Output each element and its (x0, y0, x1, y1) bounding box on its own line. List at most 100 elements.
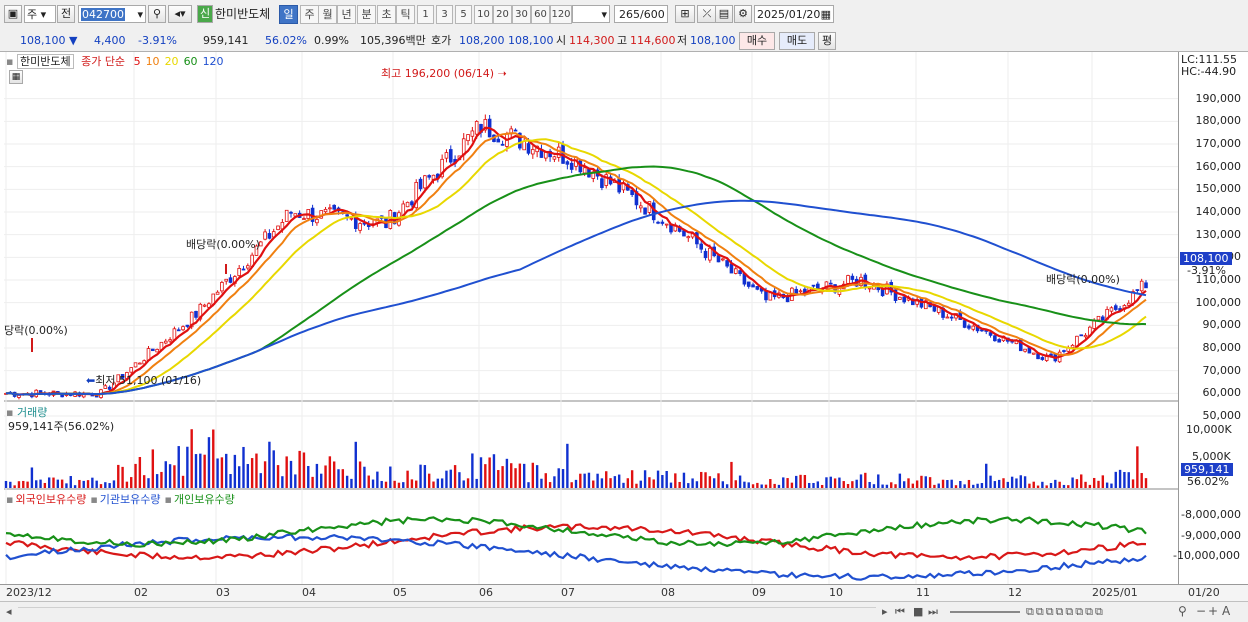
chart-area[interactable]: ▪ 한미반도체 종가 단순 5 10 20 60 120 ▦ 최고 196,200 (0… (4, 52, 1178, 584)
period-tab-1[interactable]: 일 (279, 5, 298, 24)
volume-bar (825, 477, 828, 488)
interval-tab-60[interactable]: 60 (531, 5, 550, 24)
code-input[interactable]: 042700 ▾ (78, 5, 146, 23)
candle (276, 225, 280, 231)
ma-label-60[interactable]: 60 (183, 55, 198, 68)
prev-button[interactable]: 전 (57, 5, 75, 23)
volume-bar (613, 476, 617, 488)
interval-dropdown[interactable]: ▾ (572, 5, 610, 23)
candle (116, 374, 121, 383)
compare-icon[interactable]: ⤫ (697, 5, 717, 23)
holdings-legend-2[interactable]: 기관보유수량 (99, 493, 161, 506)
chart-canvas[interactable] (4, 52, 1178, 584)
volume-bar (440, 478, 444, 488)
volume-bar (233, 454, 237, 488)
layout-icon[interactable]: ▣ (4, 5, 22, 23)
speaker-icon[interactable]: ◂▾ (168, 5, 192, 23)
zoom-icon[interactable]: ⚲ (1178, 604, 1187, 618)
period-tab-3[interactable]: 월 (318, 5, 337, 24)
interval-tab-3[interactable]: 3 (436, 5, 453, 24)
volume-bar (47, 477, 51, 488)
candle (258, 241, 263, 247)
volume-bar (1092, 477, 1096, 488)
volume-bar (112, 480, 116, 488)
interval-tab-120[interactable]: 120 (550, 5, 572, 24)
candle (552, 156, 557, 160)
gear-icon[interactable]: ⚙ (734, 5, 752, 23)
candle (466, 134, 470, 142)
buy-button[interactable]: 매수 (739, 32, 775, 50)
volume-bar (993, 481, 997, 488)
volume-info: 959,141주(56.02%) (8, 420, 115, 433)
volume-bar (393, 480, 396, 488)
period-tab-5[interactable]: 분 (357, 5, 376, 24)
interval-tab-1[interactable]: 1 (417, 5, 434, 24)
candle (1070, 344, 1075, 348)
table-icon[interactable]: ▦ (9, 70, 23, 84)
first-icon[interactable]: ⏮ (895, 605, 905, 618)
count-field[interactable]: 265/600 (614, 5, 668, 23)
search-icon[interactable]: ⚲ (148, 5, 166, 23)
scroll-left-icon[interactable]: ◂ (6, 605, 12, 618)
holdings-legend-1[interactable]: 외국인보유수량 (15, 493, 87, 506)
volume-bar (125, 481, 129, 488)
candle (798, 290, 803, 293)
volume-bar (380, 480, 383, 488)
candle (850, 275, 855, 280)
volume-bar (1006, 481, 1010, 488)
bottom-scrollbar[interactable]: ◂ ▸ ⏮ ■ ⏭ ⧉⧉⧉⧉⧉⧉⧉⧉ ⚲ − + A (0, 601, 1248, 622)
interval-tab-20[interactable]: 20 (493, 5, 512, 24)
zoom-in-icon[interactable]: + (1208, 604, 1219, 618)
ma-label-20[interactable]: 20 (164, 55, 179, 68)
ma-label-10[interactable]: 10 (145, 55, 160, 68)
candle (898, 296, 902, 300)
volume-bar (661, 475, 664, 488)
candle (284, 209, 289, 222)
interval-tab-10[interactable]: 10 (474, 5, 493, 24)
sell-button[interactable]: 매도 (779, 32, 815, 50)
zoom-slider[interactable] (950, 611, 1020, 613)
ma-label-120[interactable]: 120 (202, 55, 224, 68)
volume-bar (1140, 473, 1143, 488)
volume-bar (281, 476, 284, 488)
fit-icon[interactable]: ⊞ (675, 5, 695, 23)
period-tab-2[interactable]: 주 (300, 5, 319, 24)
candle (971, 325, 976, 330)
date-field[interactable]: 2025/01/20 ▦ (754, 5, 834, 23)
font-size-icon[interactable]: A (1222, 604, 1231, 618)
calendar-icon[interactable]: ▦ (820, 8, 831, 21)
last-icon[interactable]: ⏭ (928, 605, 938, 618)
market-select[interactable]: 주 ▾ (24, 5, 56, 23)
candle (237, 268, 241, 276)
current-price-tag: 108,100 (1180, 252, 1232, 265)
volume-bar (920, 475, 923, 488)
candle (746, 281, 751, 287)
eval-button[interactable]: 평 (818, 32, 836, 50)
candle (151, 348, 155, 352)
period-tab-6[interactable]: 초 (377, 5, 396, 24)
volume-bar (1110, 483, 1113, 488)
zoom-out-icon[interactable]: − (1196, 604, 1207, 618)
interval-tab-5[interactable]: 5 (455, 5, 472, 24)
interval-tab-30[interactable]: 30 (512, 5, 531, 24)
open-label: 시 (556, 34, 567, 47)
turnover-pct: 0.99% (314, 34, 349, 47)
scroll-track[interactable] (18, 607, 876, 618)
dividend-annotation-3: 당락(0.00%) (4, 324, 68, 337)
scroll-right-icon[interactable]: ▸ (882, 605, 888, 618)
candle (1101, 316, 1105, 321)
period-tab-4[interactable]: 년 (337, 5, 356, 24)
period-tab-7[interactable]: 틱 (396, 5, 415, 24)
ma-label-5[interactable]: 5 (133, 55, 141, 68)
volume-value: 959,141 (203, 34, 249, 47)
x-axis-label: 11 (916, 586, 930, 599)
price-y-label: 100,000 (1195, 295, 1242, 309)
volume-bar (652, 479, 655, 488)
chevron-down-icon[interactable]: ▾ (137, 8, 143, 21)
dividend-annotation-1: 배당락(0.00%) (186, 238, 260, 251)
stop-icon[interactable]: ■ (913, 605, 924, 618)
tool-icons[interactable]: ⧉⧉⧉⧉⧉⧉⧉⧉ (1026, 605, 1105, 618)
holdings-legend-3[interactable]: 개인보유수량 (173, 493, 235, 506)
save-icon[interactable]: ▤ (715, 5, 733, 23)
volume-bar (807, 482, 811, 488)
